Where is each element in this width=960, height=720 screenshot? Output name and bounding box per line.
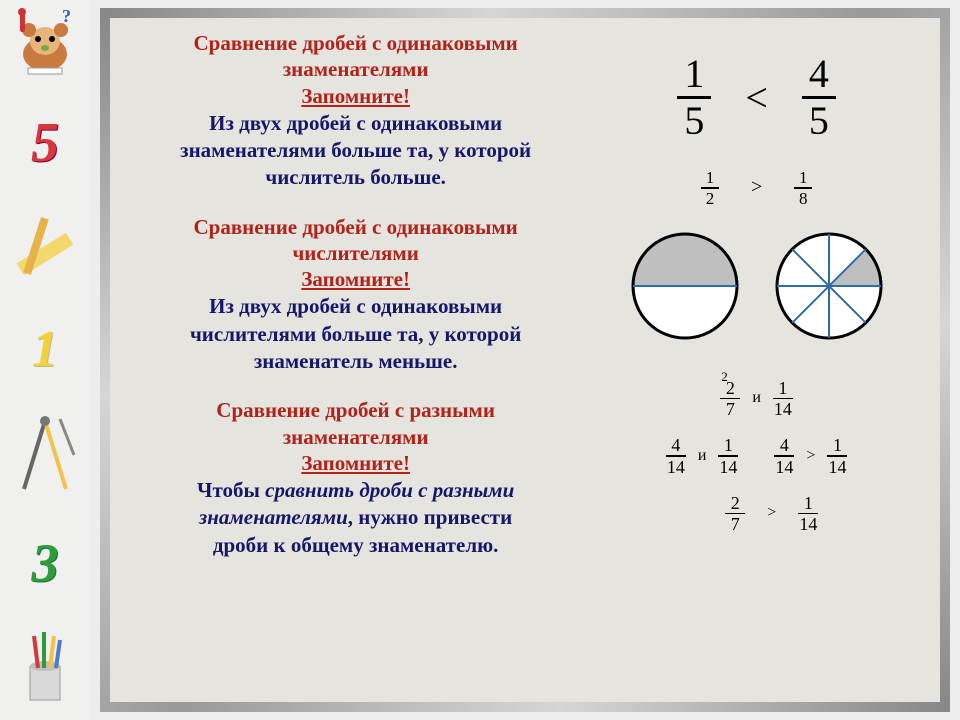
r3-a: 27 xyxy=(725,494,745,534)
r3-a-num: 2 xyxy=(731,494,740,512)
section3-title-l1: Сравнение дробей с разными xyxy=(124,397,587,423)
section1-body-l3: числитель больше. xyxy=(124,164,587,191)
ex1-op: < xyxy=(745,74,768,121)
section3-remember: Запомните! xyxy=(124,450,587,477)
mascot-icon: ? xyxy=(7,6,83,78)
r3-op: > xyxy=(767,504,776,522)
ex3-sup-a: 2 xyxy=(721,369,728,385)
section3-body-l2: знаменателями, нужно привести xyxy=(124,504,587,531)
ruler-icon xyxy=(7,207,83,287)
r1-and: и xyxy=(752,389,761,407)
ex2-a-den: 2 xyxy=(706,190,715,207)
r2-d-den: 14 xyxy=(828,458,846,476)
r2-d-num: 1 xyxy=(833,436,842,454)
ex3-row3: 27 > 114 xyxy=(595,494,918,534)
digit-5: 5 xyxy=(7,111,83,175)
example-2: 1 2 > 1 8 xyxy=(595,169,918,207)
r2-a-num: 4 xyxy=(671,436,680,454)
section1-body-l1: Из двух дробей с одинаковыми xyxy=(124,110,587,137)
r3-b-den: 14 xyxy=(799,515,817,533)
ex1-a-den: 5 xyxy=(684,101,704,141)
example-1: 1 5 < 4 5 xyxy=(595,54,918,141)
pie-circles xyxy=(595,229,918,343)
compass-icon xyxy=(7,411,83,499)
ex2-frac-a: 1 2 xyxy=(701,169,719,207)
s3-rest: , нужно привести xyxy=(348,505,512,529)
section3-title-l2: знаменателями xyxy=(124,424,587,450)
r3-b-num: 1 xyxy=(804,494,813,512)
r2-b-den: 14 xyxy=(719,458,737,476)
section3-body-l3: дроби к общему знаменателю. xyxy=(124,532,587,559)
section1-body-l2: знаменателями больше та, у которой xyxy=(124,137,587,164)
svg-text:?: ? xyxy=(62,6,71,26)
section2-title-l1: Сравнение дробей с одинаковыми xyxy=(124,214,587,240)
r1-b-num: 1 xyxy=(778,379,787,397)
ex2-op: > xyxy=(751,176,762,199)
r2-c-den: 14 xyxy=(775,458,793,476)
section2-title-l2: числителями xyxy=(124,240,587,266)
section2-remember: Запомните! xyxy=(124,266,587,293)
r2-b: 114 xyxy=(718,436,738,476)
r1-b-den: 14 xyxy=(774,400,792,418)
circle-eighth-icon xyxy=(772,229,886,343)
digit-3: 3 xyxy=(7,532,83,594)
s3-it2: знаменателями xyxy=(199,505,348,529)
circle-half-icon xyxy=(628,229,742,343)
r2-d: 114 xyxy=(827,436,847,476)
content: Сравнение дробей с одинаковыми знаменате… xyxy=(118,26,920,694)
ex1-b-num: 4 xyxy=(809,54,829,94)
ex1-a-num: 1 xyxy=(684,54,704,94)
sidebar: ? 5 1 3 xyxy=(0,0,90,720)
r2-c-num: 4 xyxy=(780,436,789,454)
content-frame: Сравнение дробей с одинаковыми знаменате… xyxy=(100,8,950,712)
section1-title-l1: Сравнение дробей с одинаковыми xyxy=(124,30,587,56)
ex1-frac-a: 1 5 xyxy=(677,54,711,141)
ex3-row2: 414 и 114 414 > 114 xyxy=(595,436,918,476)
section-1: Сравнение дробей с одинаковыми знаменате… xyxy=(124,30,587,192)
r3-b: 114 xyxy=(798,494,818,534)
pencil-cup-icon xyxy=(7,626,83,710)
ex1-frac-b: 4 5 xyxy=(802,54,836,141)
section-3: Сравнение дробей с разными знаменателями… xyxy=(124,397,587,559)
ex3-row1: 2 27 и 114 xyxy=(595,379,918,419)
r2-b-num: 1 xyxy=(724,436,733,454)
section-2: Сравнение дробей с одинаковыми числителя… xyxy=(124,214,587,376)
s3-pre: Чтобы xyxy=(197,478,265,502)
r2-a-den: 14 xyxy=(667,458,685,476)
r2-a: 414 xyxy=(666,436,686,476)
section2-body-l2: числителями больше та, у которой xyxy=(124,321,587,348)
examples-column: 1 5 < 4 5 1 2 > 1 xyxy=(593,26,920,694)
r3-a-den: 7 xyxy=(731,515,740,533)
section2-body-l3: знаменатель меньше. xyxy=(124,348,587,375)
ex2-b-den: 8 xyxy=(799,190,808,207)
digit-1: 1 xyxy=(7,320,83,379)
r2-and: и xyxy=(698,447,707,465)
s3-it: сравнить дроби с разными xyxy=(265,478,514,502)
ex2-b-num: 1 xyxy=(799,169,808,186)
example-3: 2 27 и 114 414 и 114 xyxy=(595,379,918,534)
ex1-b-den: 5 xyxy=(809,101,829,141)
section1-title-l2: знаменателями xyxy=(124,56,587,82)
text-column: Сравнение дробей с одинаковыми знаменате… xyxy=(118,26,593,694)
r2-op: > xyxy=(806,447,815,465)
section3-body-l1: Чтобы сравнить дроби с разными xyxy=(124,477,587,504)
ex2-a-num: 1 xyxy=(706,169,715,186)
r1-a-den: 7 xyxy=(726,400,735,418)
r1-b: 114 xyxy=(773,379,793,419)
r2-c: 414 xyxy=(774,436,794,476)
section1-remember: Запомните! xyxy=(124,83,587,110)
ex2-frac-b: 1 8 xyxy=(794,169,812,207)
section2-body-l1: Из двух дробей с одинаковыми xyxy=(124,293,587,320)
